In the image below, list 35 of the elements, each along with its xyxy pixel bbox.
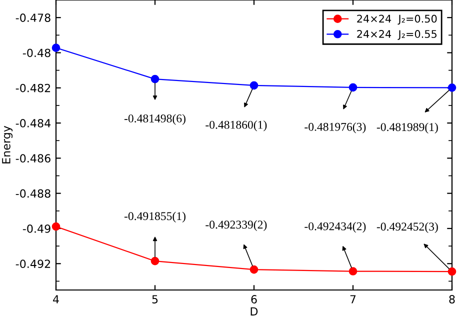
legend-label: 24×24 J₂=0.55: [357, 30, 437, 40]
point: [348, 267, 358, 276]
x-tick-label: 5: [152, 295, 158, 304]
point: [150, 256, 160, 266]
annotation: -0.492434(2): [304, 222, 366, 233]
point: [250, 81, 258, 90]
legend-label: 24×24 J₂=0.50: [357, 14, 437, 25]
x-tick-label: 7: [350, 295, 356, 304]
point: [448, 267, 456, 276]
point: [250, 265, 258, 274]
point: [52, 222, 60, 231]
y-tick-label: -0.482: [16, 84, 50, 92]
annotation: -0.491855(1): [124, 212, 186, 222]
annotation: -0.492339(2): [206, 220, 267, 232]
annotation: -0.481976(3): [304, 122, 366, 134]
point: [52, 44, 60, 52]
y-tick-label: -0.492: [16, 260, 50, 268]
annotation: -0.481989(1): [376, 122, 438, 134]
y-tick-label: -0.484: [16, 119, 51, 128]
annotation: -0.481860(1): [206, 120, 267, 132]
point: [150, 74, 160, 84]
x-tick-label: 8: [449, 295, 455, 304]
x-tick-label: 6: [251, 295, 257, 304]
x-tick-label: 4: [53, 295, 59, 304]
point: [348, 83, 358, 92]
y-tick-label: -0.486: [16, 154, 50, 163]
point: [448, 84, 456, 92]
y-tick-label: -0.48: [22, 48, 50, 58]
y-tick-label: -0.49: [22, 224, 50, 233]
x-axis-title: D: [250, 307, 258, 316]
y-tick-label: -0.488: [16, 189, 50, 198]
annotation: -0.481498(6): [124, 114, 186, 125]
annotation: -0.492452(3): [376, 222, 438, 233]
y-tick-label: -0.478: [16, 14, 50, 22]
y-axis-title: Energy: [2, 126, 13, 164]
